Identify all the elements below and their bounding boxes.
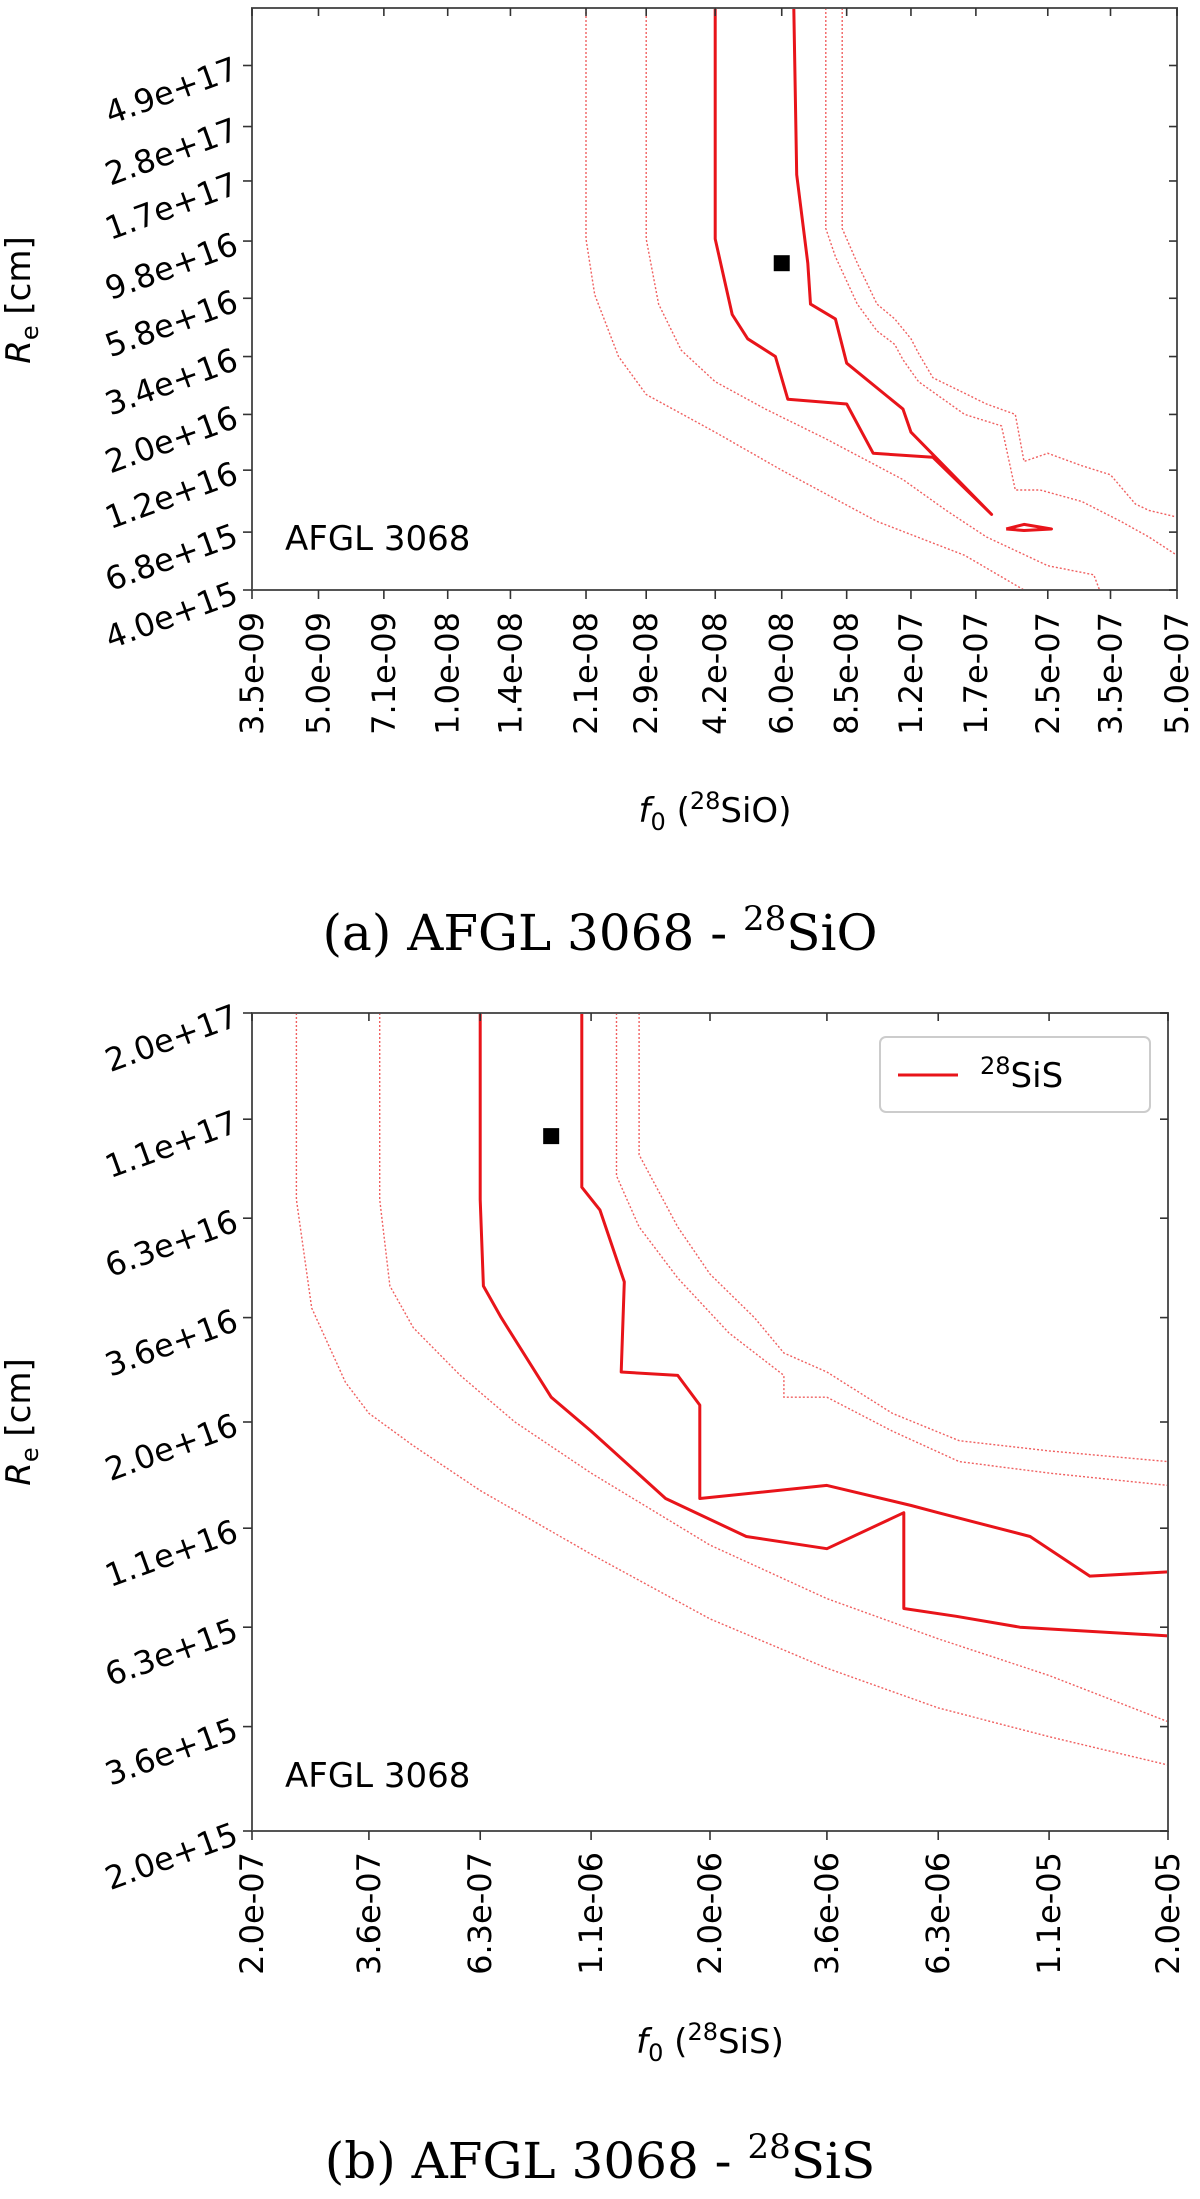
x-tick-label: 4.2e-08	[696, 612, 734, 735]
x-tick-label: 6.3e-07	[461, 1852, 499, 1975]
x-tick-label: 3.5e-07	[1092, 612, 1130, 735]
x-tick-label: 6.0e-08	[763, 612, 801, 735]
solid-contour-1	[478, 1013, 1168, 1638]
x-axis-label: f0 (28SiO)	[639, 787, 792, 836]
panel-a-sio: 3.5e-09 5.0e-09 7.1e-09 1.0e-08 1.4e-08 2.1e-…	[0, 7, 1196, 962]
x-axis-label: f0 (28SiS)	[636, 2018, 784, 2067]
x-tick-label: 3.5e-09	[233, 612, 271, 735]
dotted-contour-2	[645, 8, 1101, 590]
x-tick-label: 2.0e-06	[691, 1852, 729, 1975]
legend-label: 28SiS	[980, 1052, 1063, 1096]
solid-contour-2	[1005, 522, 1053, 532]
y-axis-label: Re [cm]	[0, 1358, 44, 1486]
solid-contour-2	[580, 1013, 1168, 1578]
plot-annotation: AFGL 3068	[285, 519, 470, 559]
x-tick-label: 5.0e-07	[1158, 612, 1196, 735]
y-tick-label: 2.0e+15	[100, 1815, 243, 1898]
dotted-contour-3	[825, 8, 1177, 556]
x-tick-label: 2.1e-08	[567, 612, 605, 735]
y-tick-label: 2.0e+16	[100, 1406, 243, 1489]
x-tick-label: 1.0e-08	[429, 612, 467, 735]
x-tick-label: 2.0e-07	[233, 1852, 271, 1975]
x-tick-label: 1.7e-07	[957, 612, 995, 735]
dotted-contour-2	[379, 1013, 1168, 1723]
y-tick-label: 1.1e+17	[100, 1103, 243, 1186]
dotted-contour-1	[295, 1013, 1168, 1766]
plot-frame	[251, 1012, 1169, 1832]
dotted-contour-1	[585, 8, 1025, 590]
x-tick-label: 7.1e-09	[365, 612, 403, 735]
y-tick-label: 3.6e+16	[100, 1301, 243, 1384]
y-tick-label: 6.3e+16	[100, 1202, 243, 1285]
solid-contour-1	[713, 8, 994, 516]
x-tick-label: 2.9e-08	[627, 612, 665, 735]
figure-caption: (b) AFGL 3068 - 28SiS	[325, 2127, 875, 2190]
legend: 28SiS	[879, 1036, 1151, 1113]
panel-b-sis: 2.0e-07 3.6e-07 6.3e-07 1.1e-06 2.0e-06 3.6e-…	[0, 997, 1187, 2190]
plot-annotation: AFGL 3068	[285, 1756, 470, 1796]
y-tick-label: 3.6e+15	[100, 1710, 243, 1793]
best-fit-marker	[773, 255, 790, 272]
y-tick-label: 2.0e+17	[100, 997, 243, 1080]
x-tick-label: 1.1e-06	[572, 1852, 610, 1975]
x-tick-label: 5.0e-09	[299, 612, 337, 735]
y-tick-label: 1.1e+16	[100, 1512, 243, 1595]
x-tick-label: 1.1e-05	[1030, 1852, 1068, 1975]
x-tick-label: 3.6e-06	[808, 1852, 846, 1975]
dotted-contour-4	[841, 8, 1177, 518]
plot-area	[295, 1013, 1168, 1766]
x-tick-label: 3.6e-07	[350, 1852, 388, 1975]
figure-caption: (a) AFGL 3068 - 28SiO	[323, 899, 878, 962]
x-tick-label: 2.0e-05	[1149, 1852, 1187, 1975]
x-tick-label: 6.3e-06	[919, 1852, 957, 1975]
x-tick-label: 8.5e-08	[828, 612, 866, 735]
x-tick-label: 2.5e-07	[1029, 612, 1067, 735]
dotted-contour-3	[615, 1013, 1168, 1487]
plot-area	[585, 8, 1177, 590]
y-axis-label: Re [cm]	[0, 236, 44, 364]
x-tick-label: 1.4e-08	[491, 612, 529, 735]
y-tick-label: 6.3e+15	[100, 1611, 243, 1694]
x-tick-label: 1.2e-07	[892, 612, 930, 735]
dotted-contour-4	[638, 1013, 1168, 1463]
best-fit-marker	[543, 1128, 560, 1145]
